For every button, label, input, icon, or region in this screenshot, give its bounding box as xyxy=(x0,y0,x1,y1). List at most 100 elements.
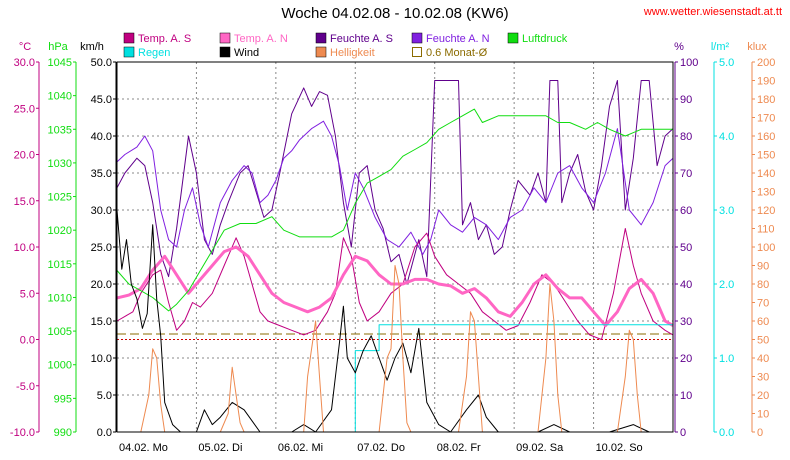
wind-axis-tick-label: 30.0 xyxy=(91,205,112,217)
legend-label: Luftdruck xyxy=(522,33,568,45)
series-line-luftdruck xyxy=(116,108,673,312)
wind-axis-tick-label: 20.0 xyxy=(91,279,112,291)
lux-axis-tick-label: 200 xyxy=(757,57,775,69)
lux-axis-tick-label: 70 xyxy=(757,298,769,310)
humidity-axis-tick-label: 30 xyxy=(680,316,692,328)
pressure-axis-tick-label: 1005 xyxy=(48,326,72,338)
x-tick-label: 04.02. Mo xyxy=(119,442,168,454)
series-line-feuchte_s xyxy=(116,80,674,285)
humidity-axis-tick-label: 60 xyxy=(680,205,692,217)
pressure-axis-tick-label: 990 xyxy=(54,427,72,439)
legend-marker xyxy=(219,32,231,44)
axis-unit-label: % xyxy=(674,41,684,53)
humidity-axis-tick-label: 70 xyxy=(680,168,692,180)
lux-axis-tick-label: 160 xyxy=(757,131,775,143)
rain-axis-tick-label: 3.0 xyxy=(719,205,734,217)
lux-axis-tick-label: 60 xyxy=(757,316,769,328)
pressure-axis-tick-label: 1040 xyxy=(48,91,72,103)
humidity-axis-tick-label: 10 xyxy=(680,390,692,402)
pressure-axis-tick-label: 1035 xyxy=(48,124,72,136)
pressure-axis-tick-label: 1025 xyxy=(48,192,72,204)
humidity-axis-tick-label: 0 xyxy=(680,427,686,439)
axis-unit-label: °C xyxy=(19,41,31,53)
wind-axis-tick-label: 15.0 xyxy=(91,316,112,328)
temp-axis-tick-label: 20.0 xyxy=(14,150,35,162)
x-tick-label: 05.02. Di xyxy=(198,442,242,454)
lux-axis-tick-label: 130 xyxy=(757,187,775,199)
chart-title: Woche 04.02.08 - 10.02.08 (KW6) xyxy=(281,5,509,22)
wind-axis-tick-label: 10.0 xyxy=(91,353,112,365)
temp-axis-tick-label: 15.0 xyxy=(14,196,35,208)
source-link[interactable]: www.wetter.wiesenstadt.at.tt xyxy=(643,6,782,18)
pressure-axis-tick-label: 1010 xyxy=(48,292,72,304)
rain-axis-tick-label: 5.0 xyxy=(719,57,734,69)
humidity-axis-tick-label: 80 xyxy=(680,131,692,143)
axis-unit-label: hPa xyxy=(48,41,68,53)
wind-axis-tick-label: 50.0 xyxy=(91,57,112,69)
humidity-axis-tick-label: 90 xyxy=(680,94,692,106)
lux-axis-tick-label: 140 xyxy=(757,168,775,180)
legend-marker xyxy=(123,46,135,58)
pressure-axis-tick-label: 995 xyxy=(54,393,72,405)
pressure-axis-tick-label: 1020 xyxy=(48,225,72,237)
wind-axis-tick-label: 0.0 xyxy=(97,427,112,439)
series-line-feuchte_n xyxy=(116,120,674,255)
series-line-temp_s xyxy=(116,228,674,340)
wind-axis-tick-label: 40.0 xyxy=(91,131,112,143)
x-tick-label: 10.02. So xyxy=(596,442,643,454)
legend-marker xyxy=(123,32,135,44)
pressure-axis-tick-label: 1015 xyxy=(48,259,72,271)
humidity-axis-tick-label: 50 xyxy=(680,242,692,254)
legend-label: Temp. A. S xyxy=(138,33,191,45)
wind-axis-tick-label: 25.0 xyxy=(91,242,112,254)
legend-marker xyxy=(219,46,231,58)
axis-unit-label: klux xyxy=(747,41,767,53)
pressure-axis-tick-label: 1030 xyxy=(48,158,72,170)
x-tick-label: 08.02. Fr xyxy=(437,442,481,454)
legend-label: 0.6 Monat-Ø xyxy=(426,47,488,59)
legend-marker xyxy=(315,46,327,58)
lux-axis-tick-label: 180 xyxy=(757,94,775,106)
plot-frame xyxy=(116,61,674,433)
lux-axis-tick-label: 90 xyxy=(757,261,769,273)
temp-axis-tick-label: 10.0 xyxy=(14,242,35,254)
legend-marker xyxy=(315,32,327,44)
lux-axis-tick-label: 30 xyxy=(757,372,769,384)
lux-axis-tick-label: 190 xyxy=(757,76,775,88)
rain-axis-tick-label: 2.0 xyxy=(719,279,734,291)
legend-marker xyxy=(412,47,422,57)
series-line-wind xyxy=(116,209,673,433)
temp-axis-tick-label: 0.0 xyxy=(20,335,35,347)
wind-axis-tick-label: 35.0 xyxy=(91,168,112,180)
legend-label: Feuchte A. N xyxy=(426,33,490,45)
lux-axis-tick-label: 50 xyxy=(757,335,769,347)
lux-axis-tick-label: 10 xyxy=(757,409,769,421)
pressure-axis-tick-label: 1000 xyxy=(48,360,72,372)
legend-marker xyxy=(411,32,423,44)
temp-axis-tick-label: -10.0 xyxy=(10,427,35,439)
series-line-temp_n xyxy=(116,245,674,328)
x-tick-label: 09.02. Sa xyxy=(516,442,564,454)
rain-axis-tick-label: 1.0 xyxy=(719,353,734,365)
legend-label: Wind xyxy=(234,47,259,59)
lux-axis-tick-label: 110 xyxy=(757,224,775,236)
axis-unit-label: l/m² xyxy=(711,41,730,53)
legend-label: Temp. A. N xyxy=(234,33,288,45)
humidity-axis-tick-label: 100 xyxy=(680,57,698,69)
lux-axis-tick-label: 170 xyxy=(757,113,775,125)
lux-axis-tick-label: 0 xyxy=(757,427,763,439)
temp-axis-tick-label: 30.0 xyxy=(14,57,35,69)
series-line-helligkeit xyxy=(117,265,673,433)
lux-axis-tick-label: 120 xyxy=(757,205,775,217)
legend-marker xyxy=(507,32,519,44)
legend-label: Regen xyxy=(138,47,170,59)
temp-axis-tick-label: 25.0 xyxy=(14,103,35,115)
x-tick-label: 06.02. Mi xyxy=(278,442,323,454)
wind-axis-tick-label: 5.0 xyxy=(97,390,112,402)
lux-axis-tick-label: 40 xyxy=(757,353,769,365)
rain-axis-tick-label: 4.0 xyxy=(719,131,734,143)
temp-axis-tick-label: 5.0 xyxy=(20,288,35,300)
legend-label: Feuchte A. S xyxy=(330,33,393,45)
wind-axis-tick-label: 45.0 xyxy=(91,94,112,106)
